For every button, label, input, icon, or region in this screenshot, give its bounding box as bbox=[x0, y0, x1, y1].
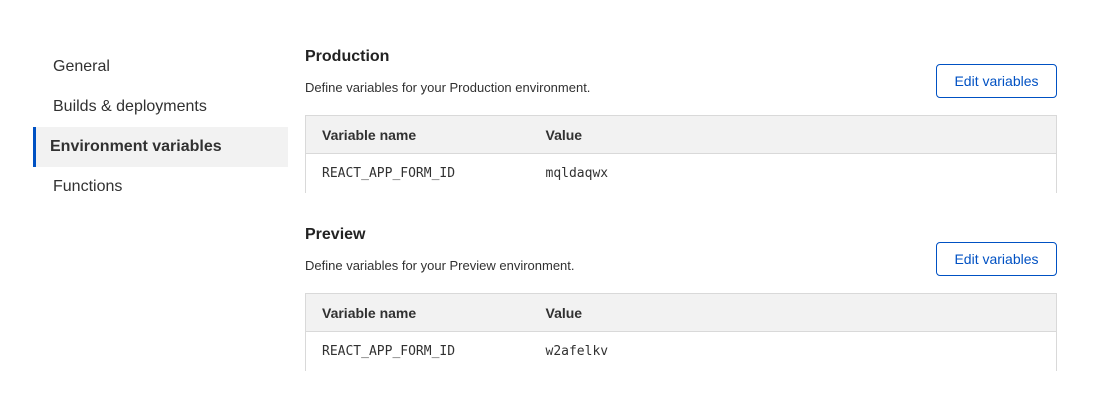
production-section: Production Define variables for your Pro… bbox=[305, 48, 1057, 193]
variables-table: Variable name Value REACT_APP_FORM_ID mqld… bbox=[305, 115, 1057, 193]
section-description: Define variables for your Production env… bbox=[305, 80, 591, 95]
section-title: Preview bbox=[305, 226, 366, 243]
variable-value: mqldaqwx bbox=[545, 165, 609, 181]
section-description: Define variables for your Preview enviro… bbox=[305, 258, 575, 273]
table-row: REACT_APP_FORM_ID mqldaqwx bbox=[306, 154, 1057, 193]
edit-variables-button[interactable]: Edit variables bbox=[936, 242, 1057, 276]
preview-section: Preview Define variables for your Previe… bbox=[305, 226, 1057, 371]
sidebar-item-environment-variables[interactable]: Environment variables bbox=[33, 127, 288, 167]
settings-sidebar: General Builds & deployments Environment… bbox=[33, 47, 288, 207]
section-title: Production bbox=[305, 48, 390, 65]
column-header: Value bbox=[545, 115, 1057, 154]
sidebar-item-functions[interactable]: Functions bbox=[53, 178, 123, 195]
column-header: Variable name bbox=[305, 293, 546, 332]
column-header: Variable name bbox=[305, 115, 546, 154]
sidebar-item-general[interactable]: General bbox=[53, 58, 110, 75]
table-header: Variable name Value bbox=[305, 293, 1057, 332]
variables-table: Variable name Value REACT_APP_FORM_ID w2af… bbox=[305, 293, 1057, 371]
table-row: REACT_APP_FORM_ID w2afelkv bbox=[306, 332, 1057, 371]
column-header: Value bbox=[545, 293, 1057, 332]
variable-name: REACT_APP_FORM_ID bbox=[322, 343, 456, 359]
variable-name: REACT_APP_FORM_ID bbox=[322, 165, 456, 181]
table-header: Variable name Value bbox=[305, 115, 1057, 154]
edit-variables-button[interactable]: Edit variables bbox=[936, 64, 1057, 98]
sidebar-item-builds-deployments[interactable]: Builds & deployments bbox=[53, 98, 207, 115]
variable-value: w2afelkv bbox=[545, 343, 609, 359]
